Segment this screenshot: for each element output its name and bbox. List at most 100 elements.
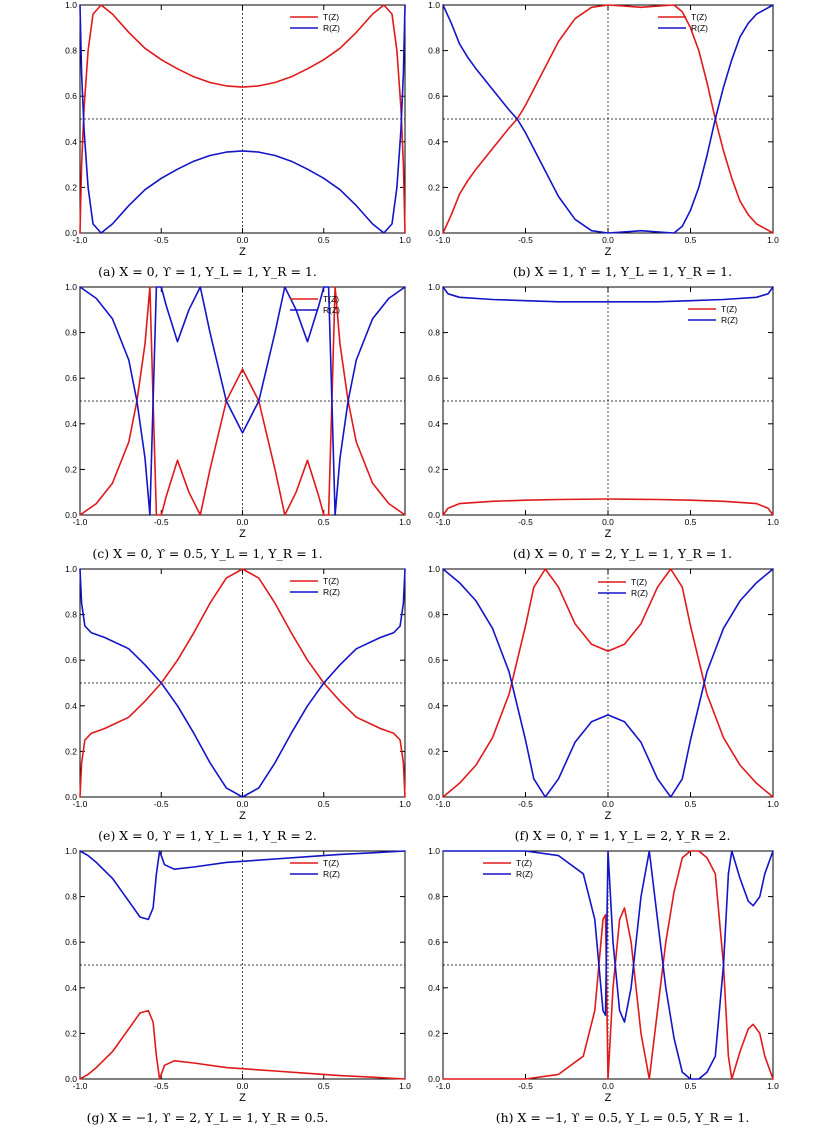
legend-label: T(Z) [323, 294, 339, 304]
y-tick-label: 0.8 [428, 610, 440, 620]
legend-label: R(Z) [323, 305, 340, 315]
y-tick-label: 0.4 [428, 983, 440, 993]
series-line-tz [79, 286, 406, 516]
legend-label: R(Z) [323, 23, 340, 33]
chart-panel-d: 0.0 0.2 0.4 0.6 0.8 1.0 -1.0 -0.5 0.0 0.5 1.0 Z T(Z)… [415, 282, 830, 564]
legend-label: T(Z) [323, 576, 339, 586]
legend: T(Z)R(Z) [658, 12, 708, 33]
y-tick-label: 1.0 [65, 564, 77, 574]
x-tick-label: 0.0 [237, 799, 249, 809]
x-tick-label: -0.5 [154, 799, 169, 809]
chart-caption: (b) X = 1, ϒ = 1, Y_L = 1, Y_R = 1. [512, 264, 733, 279]
x-tick-label: 1.0 [399, 799, 411, 809]
series-line-rz [442, 568, 774, 798]
legend: T(Z)R(Z) [598, 577, 648, 598]
y-tick-label: 0.2 [428, 182, 440, 192]
chart-panel-c: 0.0 0.2 0.4 0.6 0.8 1.0 -1.0 -0.5 0.0 0.5 1.0 Z T(Z)… [0, 282, 415, 564]
y-tick-label: 1.0 [428, 846, 440, 856]
x-tick-label: -1.0 [436, 1081, 451, 1091]
y-tick-label: 0.8 [65, 46, 77, 56]
y-tick-label: 1.0 [428, 282, 440, 292]
legend-label: R(Z) [631, 588, 648, 598]
y-tick-label: 0.4 [65, 137, 77, 147]
x-tick-label: 0.0 [237, 517, 249, 527]
series-line-tz [442, 4, 774, 234]
x-axis-label: Z [239, 246, 246, 258]
series-line-rz [442, 850, 774, 1080]
series-line-tz [442, 498, 774, 516]
legend: T(Z)R(Z) [290, 294, 340, 315]
y-tick-label: 0.0 [428, 228, 440, 238]
chart-panel-f: 0.0 0.2 0.4 0.6 0.8 1.0 -1.0 -0.5 0.0 0.5 1.0 Z T(Z)… [415, 564, 830, 846]
chart-svg: 0.0 0.2 0.4 0.6 0.8 1.0 -1.0 -0.5 0.0 0.5 1.0 Z T(Z)… [65, 846, 411, 1104]
x-tick-label: 0.0 [237, 1081, 249, 1091]
x-axis-label: Z [239, 810, 246, 822]
series-line-tz [79, 4, 406, 234]
chart-svg: 0.0 0.2 0.4 0.6 0.8 1.0 -1.0 -0.5 0.0 0.5 1.0 Z T(Z)… [65, 564, 411, 822]
x-axis-label: Z [605, 810, 612, 822]
legend: T(Z)R(Z) [290, 12, 340, 33]
chart-svg: 0.0 0.2 0.4 0.6 0.8 1.0 -1.0 -0.5 0.0 0.5 1.0 Z T(Z)… [65, 282, 411, 540]
chart-panel-g: 0.0 0.2 0.4 0.6 0.8 1.0 -1.0 -0.5 0.0 0.5 1.0 Z T(Z)… [0, 846, 415, 1128]
chart-caption: (h) X = −1, ϒ = 0.5, Y_L = 0.5, Y_R = 1. [495, 1110, 750, 1125]
y-tick-label: 0.6 [65, 91, 77, 101]
y-tick-label: 0.6 [65, 655, 77, 665]
series-line-rz [79, 850, 406, 921]
y-tick-label: 0.0 [65, 510, 77, 520]
x-tick-label: -0.5 [154, 235, 169, 245]
y-tick-label: 0.0 [65, 792, 77, 802]
y-tick-label: 0.4 [65, 419, 77, 429]
chart-svg: 0.0 0.2 0.4 0.6 0.8 1.0 -1.0 -0.5 0.0 0.5 1.0 Z T(Z)… [428, 846, 779, 1104]
y-tick-label: 0.2 [65, 182, 77, 192]
x-axis-label: Z [605, 528, 612, 540]
chart-panel-e: 0.0 0.2 0.4 0.6 0.8 1.0 -1.0 -0.5 0.0 0.5 1.0 Z T(Z)… [0, 564, 415, 846]
y-tick-label: 0.0 [65, 228, 77, 238]
y-tick-label: 1.0 [428, 0, 440, 10]
x-tick-label: 1.0 [767, 799, 779, 809]
legend-label: R(Z) [516, 869, 533, 879]
series-line-rz [79, 286, 406, 516]
x-tick-label: -0.5 [518, 799, 533, 809]
y-tick-label: 0.6 [428, 91, 440, 101]
series-line-rz [442, 286, 774, 303]
legend: T(Z)R(Z) [290, 576, 340, 597]
x-tick-label: -1.0 [436, 799, 451, 809]
x-tick-label: 0.0 [602, 1081, 614, 1091]
y-tick-label: 1.0 [428, 564, 440, 574]
y-tick-label: 0.2 [428, 1028, 440, 1038]
x-tick-label: -1.0 [73, 799, 88, 809]
x-tick-label: 1.0 [767, 517, 779, 527]
y-tick-label: 0.6 [65, 937, 77, 947]
legend-label: T(Z) [721, 304, 737, 314]
chart-svg: 0.0 0.2 0.4 0.6 0.8 1.0 -1.0 -0.5 0.0 0.5 1.0 Z T(Z)… [65, 0, 411, 258]
x-tick-label: 0.5 [318, 799, 330, 809]
y-tick-label: 0.6 [428, 655, 440, 665]
x-tick-label: 0.5 [318, 235, 330, 245]
chart-caption: (g) X = −1, ϒ = 2, Y_L = 1, Y_R = 0.5. [86, 1110, 329, 1125]
y-tick-label: 1.0 [65, 282, 77, 292]
y-tick-label: 0.4 [65, 701, 77, 711]
x-tick-label: 0.0 [602, 799, 614, 809]
x-tick-label: 1.0 [399, 235, 411, 245]
chart-caption: (f) X = 0, ϒ = 1, Y_L = 2, Y_R = 2. [514, 828, 731, 843]
series-line-rz [79, 568, 406, 798]
chart-caption: (a) X = 0, ϒ = 1, Y_L = 1, Y_R = 1. [98, 264, 317, 279]
y-tick-label: 0.6 [428, 937, 440, 947]
x-tick-label: -1.0 [73, 235, 88, 245]
x-axis-label: Z [605, 246, 612, 258]
y-tick-label: 0.8 [65, 328, 77, 338]
legend-label: R(Z) [721, 315, 738, 325]
chart-caption: (c) X = 0, ϒ = 0.5, Y_L = 1, Y_R = 1. [92, 546, 323, 561]
y-tick-label: 0.8 [65, 892, 77, 902]
x-tick-label: 0.5 [318, 1081, 330, 1091]
legend-label: R(Z) [323, 587, 340, 597]
chart-svg: 0.0 0.2 0.4 0.6 0.8 1.0 -1.0 -0.5 0.0 0.5 1.0 Z T(Z)… [428, 282, 779, 540]
y-tick-label: 1.0 [65, 0, 77, 10]
y-tick-label: 1.0 [65, 846, 77, 856]
legend-label: R(Z) [691, 23, 708, 33]
y-tick-label: 0.6 [65, 373, 77, 383]
x-axis-label: Z [239, 528, 246, 540]
y-tick-label: 0.2 [65, 746, 77, 756]
x-axis-label: Z [239, 1092, 246, 1104]
x-tick-label: -0.5 [154, 517, 169, 527]
